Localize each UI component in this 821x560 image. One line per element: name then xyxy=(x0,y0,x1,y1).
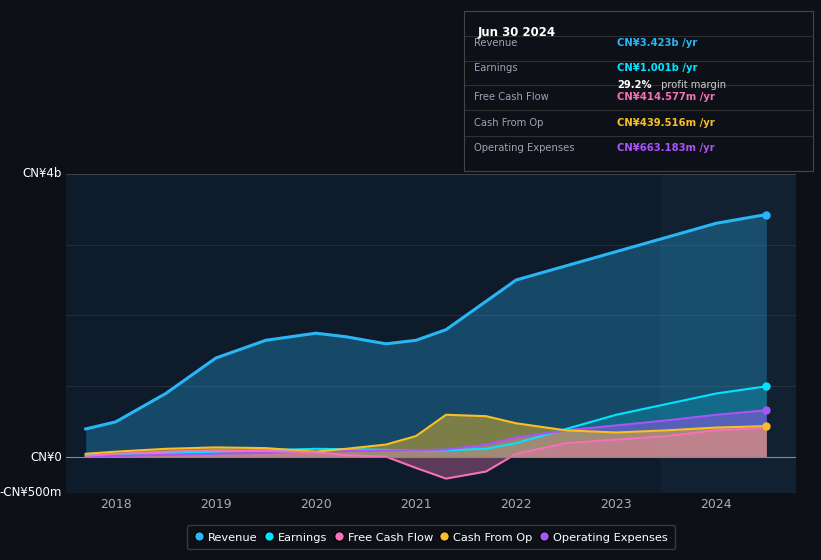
Text: CN¥414.577m /yr: CN¥414.577m /yr xyxy=(617,92,715,102)
Text: CN¥0: CN¥0 xyxy=(30,451,62,464)
Text: Cash From Op: Cash From Op xyxy=(475,118,544,128)
Text: CN¥439.516m /yr: CN¥439.516m /yr xyxy=(617,118,715,128)
Text: 29.2%: 29.2% xyxy=(617,81,652,90)
Text: Operating Expenses: Operating Expenses xyxy=(475,143,575,153)
Text: CN¥3.423b /yr: CN¥3.423b /yr xyxy=(617,38,698,48)
Text: Free Cash Flow: Free Cash Flow xyxy=(475,92,549,102)
Text: CN¥4b: CN¥4b xyxy=(23,167,62,180)
Legend: Revenue, Earnings, Free Cash Flow, Cash From Op, Operating Expenses: Revenue, Earnings, Free Cash Flow, Cash … xyxy=(187,525,675,549)
Text: CN¥1.001b /yr: CN¥1.001b /yr xyxy=(617,63,698,73)
Text: Jun 30 2024: Jun 30 2024 xyxy=(478,26,556,39)
Text: -CN¥500m: -CN¥500m xyxy=(0,486,62,500)
Bar xyxy=(661,174,796,493)
Text: Revenue: Revenue xyxy=(475,38,518,48)
Text: CN¥663.183m /yr: CN¥663.183m /yr xyxy=(617,143,715,153)
Text: Earnings: Earnings xyxy=(475,63,518,73)
Text: profit margin: profit margin xyxy=(658,81,726,90)
